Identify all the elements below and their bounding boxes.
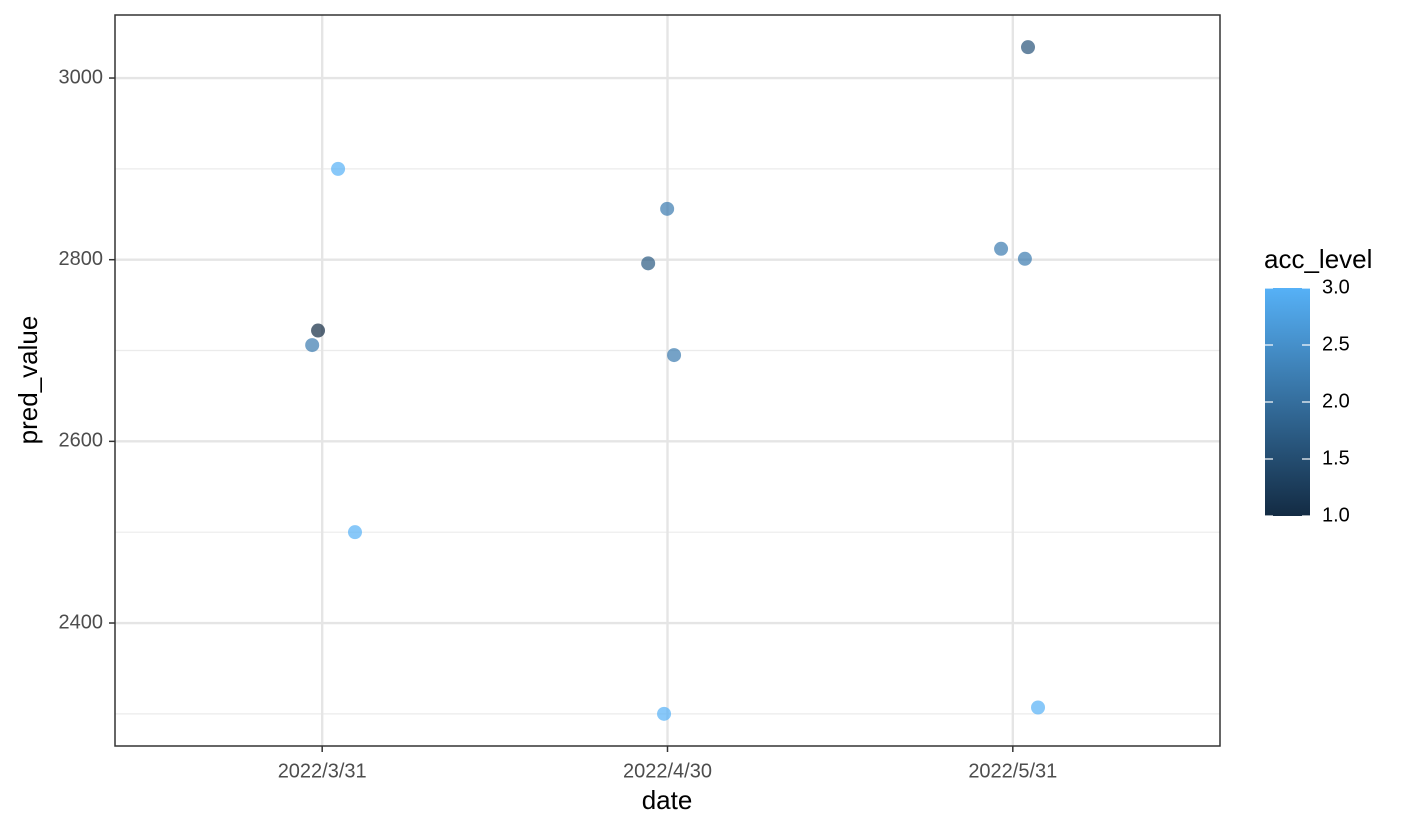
point <box>305 338 320 353</box>
point <box>311 323 326 338</box>
point <box>667 348 682 363</box>
colorbar-tick-label: 1.5 <box>1322 447 1350 469</box>
colorbar-tick-label: 3.0 <box>1322 276 1350 298</box>
point <box>657 706 672 721</box>
x-tick-label: 2022/4/30 <box>623 760 712 782</box>
colorbar-tick-label: 1.0 <box>1322 504 1350 526</box>
y-tick-label: 2400 <box>59 611 104 633</box>
point <box>660 201 675 216</box>
point <box>1021 40 1036 55</box>
y-tick-label: 3000 <box>59 66 104 88</box>
legend-title: acc_level <box>1264 244 1372 274</box>
point <box>1017 251 1032 266</box>
x-tick-label: 2022/3/31 <box>278 760 367 782</box>
point <box>1031 700 1046 715</box>
y-axis-label: pred_value <box>13 316 43 445</box>
panel-border <box>114 14 1221 747</box>
colorbar-tick-label: 2.5 <box>1322 333 1350 355</box>
colorbar-tick-label: 2.0 <box>1322 390 1350 412</box>
y-tick-label: 2800 <box>59 248 104 270</box>
point <box>641 256 656 271</box>
y-tick-label: 2600 <box>59 430 104 452</box>
point <box>347 525 362 540</box>
point <box>994 241 1009 256</box>
x-axis-label: date <box>642 785 693 815</box>
point <box>331 161 346 176</box>
x-tick-label: 2022/5/31 <box>968 760 1057 782</box>
